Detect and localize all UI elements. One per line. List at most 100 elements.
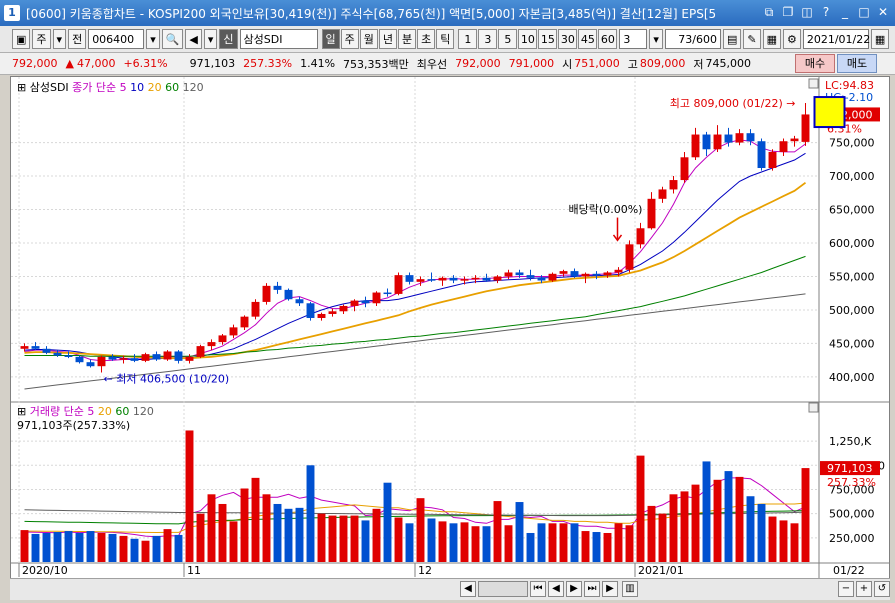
zoom-in-icon[interactable]: + bbox=[856, 581, 872, 597]
volume-bar bbox=[31, 533, 40, 562]
ma-legend-10: 10 bbox=[130, 81, 148, 94]
tab-period-5[interactable]: 초 bbox=[417, 29, 436, 49]
volume-legend-icon: ⊞ bbox=[17, 405, 30, 418]
interval-button-5[interactable]: 5 bbox=[498, 29, 518, 49]
candle-body bbox=[53, 352, 62, 356]
volume-bar bbox=[746, 496, 755, 562]
tab-period-6[interactable]: 틱 bbox=[436, 29, 455, 49]
volume-bar bbox=[372, 508, 381, 562]
candle-body bbox=[713, 134, 722, 150]
prev-button[interactable]: 전 bbox=[68, 29, 87, 49]
chart-area[interactable]: 400,000 450,000 500,000 550,000 600,000 650,0… bbox=[10, 76, 890, 599]
low-price: 745,000 bbox=[705, 57, 752, 70]
chart-canvas[interactable]: 400,000 450,000 500,000 550,000 600,000 650,0… bbox=[11, 77, 889, 579]
search-icon[interactable]: 🔍 bbox=[161, 29, 184, 49]
volume-bar bbox=[317, 513, 326, 562]
order-marker-box bbox=[813, 96, 846, 129]
calendar-icon[interactable]: ▦ bbox=[870, 29, 890, 49]
interval-button-45[interactable]: 45 bbox=[578, 29, 598, 49]
layout-icon[interactable]: ▣ bbox=[12, 29, 31, 49]
volume-bar bbox=[383, 482, 392, 562]
first-icon[interactable]: ⏮ bbox=[530, 581, 546, 597]
volume-tick-label: 500,000 bbox=[829, 508, 875, 521]
tab-period-2[interactable]: 월 bbox=[359, 29, 378, 49]
credit-badge: 신 bbox=[219, 29, 238, 49]
up-arrow-icon: ▲ bbox=[65, 57, 74, 70]
candle-body bbox=[174, 351, 183, 361]
volume-title: 거래량 bbox=[30, 405, 64, 418]
chart-type-icon[interactable]: ▥ bbox=[622, 581, 638, 597]
sound-dropdown-icon[interactable]: ▾ bbox=[203, 29, 218, 49]
link-icon[interactable]: ⧉ bbox=[764, 5, 774, 19]
help-icon[interactable]: ? bbox=[822, 5, 830, 19]
interval-button-3[interactable]: 3 bbox=[478, 29, 498, 49]
current-volume-pct: 257.33% bbox=[827, 476, 876, 489]
bar-count-field[interactable]: 73/600 bbox=[664, 29, 721, 49]
volume-bar bbox=[141, 540, 150, 562]
candle-body bbox=[64, 355, 73, 357]
code-dropdown-icon[interactable]: ▾ bbox=[146, 29, 160, 49]
volume-bar bbox=[779, 520, 788, 562]
reset-icon[interactable]: ↺ bbox=[874, 581, 890, 597]
maximize-icon[interactable]: □ bbox=[858, 5, 870, 19]
buy-button[interactable]: 매수 bbox=[795, 54, 835, 73]
save-icon[interactable]: ▦ bbox=[762, 29, 781, 49]
x-axis-right-label: 01/22 bbox=[833, 564, 865, 577]
panel-close-icon bbox=[808, 402, 819, 413]
volume-bar bbox=[240, 488, 249, 562]
volume-bar bbox=[273, 503, 282, 562]
interval-button-10[interactable]: 10 bbox=[518, 29, 538, 49]
scroll-track[interactable] bbox=[478, 581, 528, 597]
volume-bar bbox=[592, 532, 601, 562]
settings-icon[interactable]: ⚙ bbox=[782, 29, 801, 49]
volume-bar bbox=[75, 532, 84, 562]
interval-dropdown-icon[interactable]: ▾ bbox=[649, 29, 663, 49]
tab-period-3[interactable]: 년 bbox=[378, 29, 398, 49]
chart-scrollbar[interactable]: ◀ ⏮ ◀ ▶ ⏭ ▶ ▥ − + ↺ bbox=[10, 578, 890, 600]
last-icon[interactable]: ⏭ bbox=[584, 581, 600, 597]
candle-body bbox=[746, 133, 755, 142]
volume-bar bbox=[53, 532, 62, 562]
volume-bar bbox=[790, 523, 799, 562]
ma-line-120 bbox=[24, 293, 806, 390]
date-tick-label: 12 bbox=[418, 564, 432, 577]
prev-icon[interactable]: ◀ bbox=[548, 581, 564, 597]
stock-code-input[interactable]: 006400 bbox=[88, 29, 145, 49]
ma-legend-60: 60 bbox=[165, 81, 183, 94]
interval-button-1[interactable]: 1 bbox=[458, 29, 478, 49]
interval-button-60[interactable]: 60 bbox=[598, 29, 618, 49]
date-tick-label: 2020/10 bbox=[22, 564, 68, 577]
tile-icon[interactable]: ◫ bbox=[801, 5, 813, 19]
date-input[interactable]: 2021/01/22 bbox=[802, 29, 870, 49]
candle-body bbox=[548, 273, 557, 281]
next-icon[interactable]: ▶ bbox=[566, 581, 582, 597]
sell-button[interactable]: 매도 bbox=[837, 54, 877, 73]
tool-draw-icon[interactable]: ✎ bbox=[743, 29, 761, 49]
volume-bar bbox=[185, 430, 194, 562]
tab-period-0[interactable]: 일 bbox=[321, 29, 340, 49]
left-arrow-icon[interactable]: ◀ bbox=[460, 581, 476, 597]
volume-bar bbox=[328, 515, 337, 562]
right-arrow-icon[interactable]: ▶ bbox=[602, 581, 618, 597]
tab-period-1[interactable]: 주 bbox=[340, 29, 359, 49]
close-icon[interactable]: ✕ bbox=[877, 5, 889, 19]
volume-bar bbox=[449, 523, 458, 562]
minimize-icon[interactable]: _ bbox=[842, 5, 848, 19]
candle-body bbox=[790, 138, 799, 142]
sound-icon[interactable]: ◀ bbox=[185, 29, 202, 49]
tool-chart-icon[interactable]: ▤ bbox=[722, 29, 742, 49]
candle-body bbox=[295, 299, 304, 304]
interval-button-15[interactable]: 15 bbox=[538, 29, 558, 49]
volume-bar bbox=[713, 479, 722, 562]
market-dropdown-icon[interactable]: ▾ bbox=[52, 29, 67, 49]
interval-button-30[interactable]: 30 bbox=[558, 29, 578, 49]
zoom-out-icon[interactable]: − bbox=[838, 581, 854, 597]
volume-bar bbox=[526, 532, 535, 562]
restore-icon[interactable]: ❐ bbox=[782, 5, 794, 19]
tab-period-4[interactable]: 분 bbox=[398, 29, 417, 49]
volume-bar bbox=[515, 502, 524, 562]
volume-bar bbox=[229, 521, 238, 562]
interval-input[interactable]: 3 bbox=[619, 29, 648, 49]
market-select[interactable]: 주 bbox=[32, 29, 51, 49]
